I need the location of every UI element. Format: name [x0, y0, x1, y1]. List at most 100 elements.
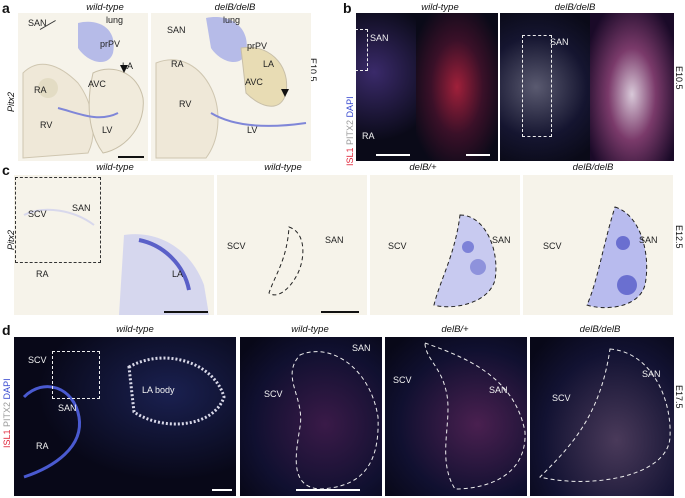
stage-label: E12.5	[674, 225, 684, 249]
ish-image-wildtype-e12-zoom: SCV SAN	[217, 175, 367, 315]
label-san: SAN	[642, 369, 661, 379]
label-scv: SCV	[552, 393, 571, 403]
tissue-drawing	[23, 208, 209, 315]
label-ra: RA	[362, 131, 375, 141]
tissue-drawing	[155, 17, 307, 159]
inset-box	[522, 35, 552, 137]
channel-legend: ISL1 PITX2 DAPI	[2, 378, 12, 448]
label-la-body: LA body	[142, 385, 175, 395]
label-scv: SCV	[28, 355, 47, 365]
ish-image-delb-homo-e12: SCV SAN	[523, 175, 673, 315]
genotype-header: wild-type	[96, 162, 134, 173]
label-avc: AVC	[245, 77, 263, 87]
fluo-image-delb-zoom	[590, 13, 674, 161]
san-outline	[268, 226, 304, 296]
genotype-header: delB/delB	[579, 324, 621, 335]
channel-dapi: DAPI	[345, 96, 355, 118]
panel-letter-d: d	[2, 322, 11, 338]
label-la: LA	[172, 269, 184, 279]
label-san: SAN	[352, 343, 371, 353]
stage-label: E10.5	[674, 66, 684, 90]
label-scv: SCV	[264, 389, 283, 399]
label-scv: SCV	[28, 209, 47, 219]
genotype-header: delB/+	[441, 324, 469, 335]
tissue-drawing	[22, 21, 144, 159]
fluo-image-wildtype-e17-zoom: SCV SAN	[240, 337, 382, 496]
san-outline	[291, 351, 379, 490]
ish-image-delb-e10: SAN lung prPV LA RA AVC RV LV	[151, 13, 311, 161]
label-scv: SCV	[543, 241, 562, 251]
inset-box	[15, 177, 101, 263]
label-prpv: prPV	[247, 41, 268, 51]
channel-isl1: ISL1	[345, 147, 355, 166]
label-avc: AVC	[88, 79, 106, 89]
label-san: SAN	[325, 235, 344, 245]
scale-bar	[296, 489, 360, 491]
label-san: SAN	[492, 235, 511, 245]
label-san: SAN	[167, 25, 186, 35]
fluo-image-wildtype-overview: SAN RA	[356, 13, 416, 161]
fluo-image-delb-homo-e17: SCV SAN	[530, 337, 674, 496]
ish-image-wildtype-e10: SAN lung prPV LA RA AVC RV LV	[18, 13, 148, 161]
label-san: SAN	[370, 33, 389, 43]
stain-label: Pitx2	[6, 91, 16, 112]
label-scv: SCV	[227, 241, 246, 251]
scale-bar	[321, 311, 359, 313]
stage-label: E17.5	[674, 385, 684, 409]
tissue-drawing	[22, 356, 226, 479]
channel-legend: ISL1 PITX2 DAPI	[345, 96, 355, 166]
inset-box	[52, 351, 100, 399]
ish-image-wildtype-e12-overview: SCV SAN RA LA	[14, 175, 214, 315]
genotype-header: wild-type	[421, 2, 459, 13]
channel-pitx2: PITX2	[345, 119, 355, 145]
label-lv: LV	[102, 125, 113, 135]
channel-dapi: DAPI	[2, 378, 12, 400]
genotype-header: delB/delB	[554, 2, 596, 13]
scale-bar	[466, 154, 490, 156]
genotype-header: wild-type	[264, 162, 302, 173]
san-outline	[424, 342, 526, 490]
panel-letter-a: a	[2, 0, 10, 16]
label-san: SAN	[58, 403, 77, 413]
label-lung: lung	[223, 15, 241, 25]
label-lv: LV	[247, 125, 258, 135]
label-ra: RA	[171, 59, 184, 69]
label-rv: RV	[179, 99, 192, 109]
genotype-header: wild-type	[116, 324, 154, 335]
genotype-header: wild-type	[291, 324, 329, 335]
label-ra: RA	[34, 85, 47, 95]
label-san: SAN	[72, 203, 91, 213]
inset-box	[356, 29, 368, 71]
scale-bar	[164, 311, 208, 313]
label-prpv: prPV	[100, 39, 121, 49]
panel-letter-b: b	[343, 0, 352, 16]
scale-bar	[376, 154, 410, 156]
genotype-header: wild-type	[86, 2, 124, 13]
label-ra: RA	[36, 441, 49, 451]
label-ra: RA	[36, 269, 49, 279]
label-san: SAN	[28, 18, 47, 28]
label-scv: SCV	[393, 375, 412, 385]
scale-bar	[118, 156, 144, 158]
san-outline	[433, 214, 497, 308]
san-outline	[539, 348, 671, 482]
arrowhead-marker	[281, 89, 289, 97]
ish-image-delb-het-e12: SCV SAN	[370, 175, 520, 315]
genotype-header: delB/+	[409, 162, 437, 173]
fluo-image-delb-overview: SAN	[500, 13, 590, 161]
fluo-image-wildtype-zoom	[416, 13, 498, 161]
label-lung: lung	[106, 15, 124, 25]
label-san: SAN	[489, 385, 508, 395]
genotype-header: delB/delB	[214, 2, 256, 13]
panel-letter-c: c	[2, 162, 10, 178]
label-la: LA	[263, 59, 275, 69]
genotype-header: delB/delB	[572, 162, 614, 173]
san-outline	[586, 206, 648, 309]
scale-bar	[212, 489, 232, 491]
fluo-image-delb-het-e17: SCV SAN	[385, 337, 527, 496]
label-rv: RV	[40, 120, 53, 130]
channel-isl1: ISL1	[2, 429, 12, 448]
channel-pitx2: PITX2	[2, 401, 12, 427]
label-scv: SCV	[388, 241, 407, 251]
arrowhead-marker	[120, 65, 128, 73]
